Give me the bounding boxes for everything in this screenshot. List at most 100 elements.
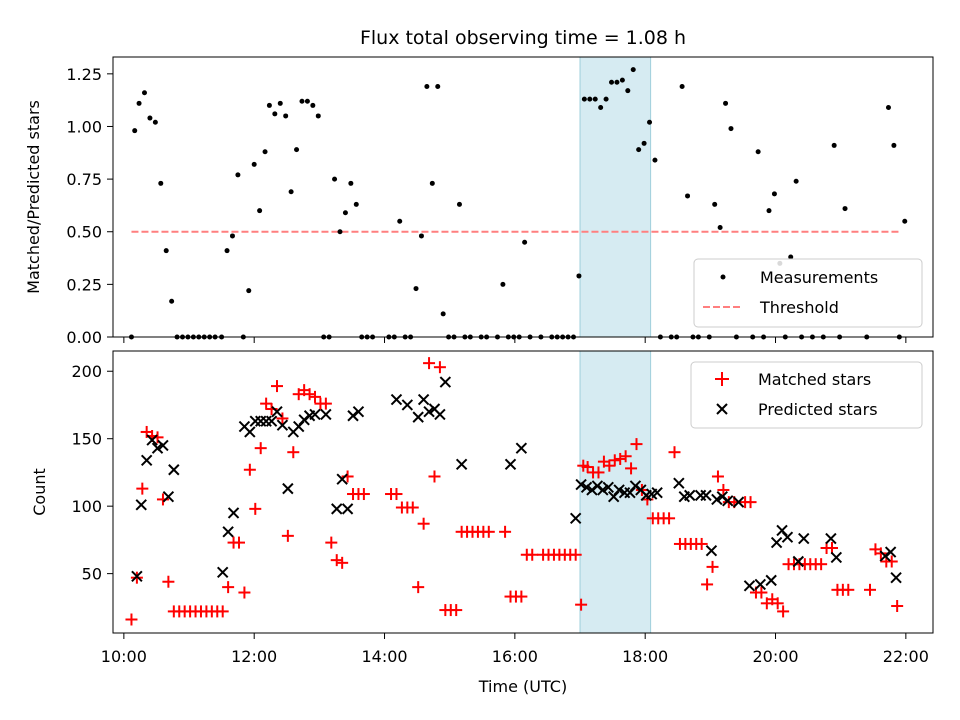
top-y-tick-label: 0.50 — [66, 223, 102, 242]
measurement-point — [902, 218, 908, 224]
matched-stars-point — [526, 548, 539, 561]
matched-stars-point — [499, 525, 512, 538]
matched-stars-point — [625, 462, 638, 475]
matched-stars-point — [222, 581, 235, 594]
predicted-stars-point — [613, 484, 625, 496]
predicted-stars-point — [825, 532, 837, 545]
predicted-stars-point — [216, 566, 229, 578]
measurement-point — [141, 90, 147, 96]
measurement-point — [429, 180, 435, 186]
measurement-point — [842, 206, 848, 212]
legend-marker-matched — [715, 372, 729, 386]
predicted-stars-point — [439, 376, 452, 388]
top-y-ticks: 0.00 0.25 0.50 0.75 1.00 1.25 — [66, 65, 113, 347]
bottom-y-axis-label: Count — [30, 468, 49, 516]
measurement-point — [152, 119, 158, 125]
matched-stars-point — [433, 361, 446, 374]
measurement-point — [592, 96, 598, 102]
bottom-x-tick-label: 22:00 — [883, 647, 929, 666]
bottom-y-tick-label: 150 — [71, 430, 102, 449]
predicted-stars-point — [140, 454, 153, 466]
matched-stars-point — [668, 446, 681, 459]
measurement-point — [272, 111, 278, 117]
measurement-point — [788, 254, 794, 260]
measurement-point — [728, 126, 734, 132]
measurement-point — [793, 178, 799, 184]
measurement-point — [619, 77, 625, 83]
matched-stars-point — [603, 459, 616, 472]
predicted-stars-point — [227, 507, 240, 519]
measurement-point — [717, 225, 723, 231]
predicted-stars-point — [131, 570, 143, 583]
measurement-point — [435, 83, 441, 89]
matched-stars-point — [276, 412, 289, 425]
matched-stars-point — [271, 380, 283, 393]
matched-stars-point — [575, 598, 588, 611]
predicted-stars-point — [157, 439, 169, 452]
measurement-point — [283, 113, 289, 119]
chart-title: Flux total observing time = 1.08 h — [360, 27, 686, 49]
measurement-point — [158, 180, 164, 186]
predicted-stars-point — [135, 499, 147, 511]
legend-label-measurements: Measurements — [760, 268, 878, 287]
predicted-stars-point — [434, 408, 446, 421]
measurement-point — [342, 210, 348, 216]
predicted-stars-point — [336, 473, 348, 485]
predicted-stars-point — [792, 555, 805, 568]
top-y-tick-label: 0.75 — [66, 170, 102, 189]
matched-stars-point — [336, 556, 349, 569]
predicted-stars-point — [743, 580, 756, 592]
bottom-axes-frame — [112, 350, 934, 634]
predicted-stars-point — [276, 419, 289, 431]
measurement-point — [424, 83, 430, 89]
measurement-point — [576, 273, 582, 279]
legend-label-predicted: Predicted stars — [758, 400, 878, 419]
matched-stars-point — [260, 397, 273, 410]
predicted-stars-point — [781, 531, 794, 543]
predicted-stars-point — [765, 574, 777, 587]
measurement-point — [246, 288, 252, 294]
predicted-stars-point — [162, 491, 175, 503]
legend-label-threshold: Threshold — [759, 298, 839, 317]
measurement-point — [766, 208, 772, 214]
measurement-point — [831, 142, 837, 148]
bottom-y-tick-label: 200 — [71, 362, 102, 381]
measurement-point — [132, 128, 138, 134]
top-legend: Measurements Threshold — [693, 258, 923, 328]
measurement-point — [315, 113, 321, 119]
predicted-stars-point — [320, 408, 332, 421]
predicted-stars-point — [732, 496, 745, 508]
bottom-x-tick-label: 10:00 — [101, 647, 147, 666]
predicted-stars-point — [265, 415, 278, 427]
predicted-stars-point — [597, 484, 609, 496]
predicted-stars-point — [651, 486, 663, 499]
predicted-stars-point — [271, 406, 283, 418]
matched-stars-point — [330, 554, 343, 567]
matched-stars-point — [885, 555, 898, 568]
bottom-y-ticks: 50 100 150 200 — [71, 362, 113, 584]
measurement-point — [652, 157, 658, 163]
top-y-tick-label: 1.25 — [66, 65, 102, 84]
predicted-stars-point — [705, 544, 718, 557]
matched-stars-point — [874, 547, 887, 560]
measurement-point — [266, 102, 272, 108]
matched-stars-point — [281, 529, 294, 542]
matched-stars-point — [619, 450, 632, 463]
measurement-point — [609, 79, 615, 85]
legend-marker-measurements — [720, 274, 726, 280]
measurement-point — [337, 229, 343, 235]
bottom-y-tick-label: 100 — [71, 497, 102, 516]
measurement-point — [147, 115, 153, 121]
bottom-x-tick-label: 20:00 — [752, 647, 798, 666]
measurement-point — [257, 208, 263, 214]
predicted-stars-point — [401, 399, 414, 411]
matched-stars-point — [287, 446, 300, 459]
predicted-stars-point — [884, 546, 897, 558]
matched-stars-point — [581, 461, 594, 474]
matched-stars-point — [249, 502, 262, 515]
matched-stars-point — [815, 558, 828, 571]
matched-stars-point — [136, 482, 149, 495]
measurement-point — [294, 147, 300, 153]
measurement-point — [332, 176, 338, 182]
